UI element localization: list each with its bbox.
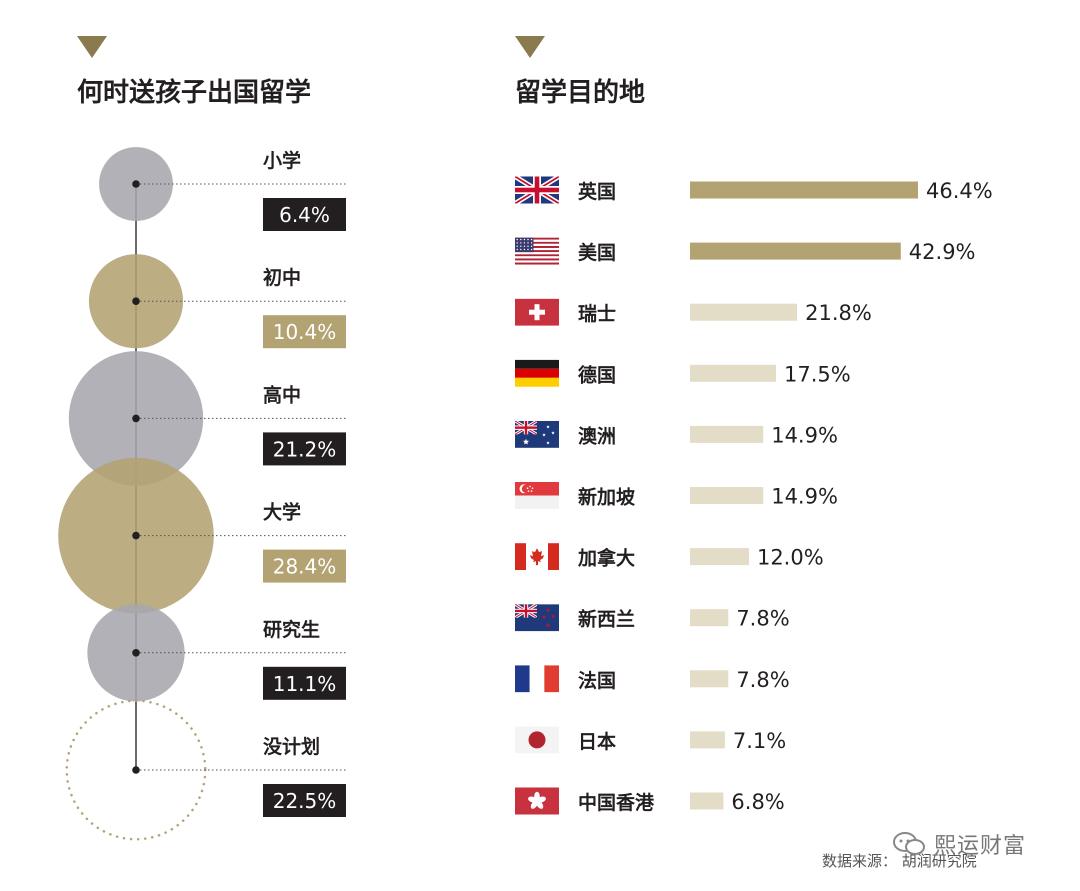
bar [690, 609, 729, 627]
bubble-value-box [263, 549, 346, 583]
bubble-center-dot [132, 766, 140, 774]
bubble-category-label: 小学 [263, 149, 301, 172]
bar-category-label: 澳洲 [578, 424, 616, 447]
bubble-category-label: 初中 [263, 266, 301, 289]
bar [690, 364, 776, 382]
bar-value-label: 6.8% [731, 790, 784, 814]
bubble-center-dot [132, 531, 140, 540]
bar-category-label: 英国 [578, 180, 616, 203]
bubble-value-label: 10.4% [273, 320, 337, 344]
bubble-chart: 小学 6.4% 初中 10.4% 高中 21.2% 大学 28.4% 研究生 11.1% 没计划 22… [58, 147, 346, 841]
bubble-value-box [263, 432, 346, 466]
bubble-value-label: 22.5% [273, 789, 337, 813]
fr-flag-icon [515, 665, 559, 693]
bar-value-label: 7.8% [736, 668, 789, 692]
bar-category-label: 新西兰 [578, 608, 635, 631]
bar [690, 731, 725, 749]
bar [690, 425, 764, 443]
bar-category-label: 德国 [578, 363, 616, 386]
uk-flag-icon [515, 176, 559, 204]
bar-category-label: 加拿大 [577, 547, 635, 570]
bar [690, 548, 749, 566]
left-title-marker-icon [77, 36, 107, 58]
bar-chart: 英国 46.4% 美国 42.9% 瑞士 21.8% 德国 17.5% 澳洲 14.9% 新加坡 14… [515, 176, 993, 815]
bar-value-label: 14.9% [771, 485, 838, 509]
watermark: 熙运财富 [892, 826, 1052, 862]
bar-value-label: 7.8% [736, 607, 789, 631]
hk-flag-icon [515, 787, 559, 815]
bubble-center-dot [132, 297, 140, 306]
source-note: 数据来源： 胡润研究院 [822, 852, 977, 870]
bubble-center-dot [132, 649, 140, 657]
bar-category-label: 美国 [578, 241, 616, 264]
chat-bubble-icon [893, 832, 925, 855]
jp-flag-icon [515, 726, 559, 754]
bubble-category-label: 高中 [263, 383, 301, 406]
sg-flag-icon [515, 482, 559, 509]
au-flag-icon [515, 420, 559, 448]
bubble-value-box [263, 315, 346, 349]
bar-value-label: 12.0% [757, 546, 824, 570]
bar [690, 303, 798, 321]
bubble-center-dot [132, 414, 140, 423]
bar-value-label: 46.4% [926, 179, 993, 203]
bar-value-label: 7.1% [733, 729, 786, 753]
bubble-value-label: 6.4% [279, 203, 330, 227]
right-title-marker-icon [515, 36, 545, 58]
bubble-center-dot [132, 180, 140, 188]
nz-flag-icon [515, 604, 559, 632]
bubble-category-label: 大学 [263, 501, 301, 524]
bar-value-label: 21.8% [805, 301, 872, 325]
ch-flag-icon [515, 298, 559, 326]
left-title: 何时送孩子出国留学 [77, 77, 311, 108]
bubble-value-box [263, 198, 346, 231]
bubble-value-label: 28.4% [273, 555, 337, 579]
bar-category-label: 瑞士 [578, 302, 616, 325]
bubble-category-label: 研究生 [263, 618, 320, 641]
ca-flag-icon [515, 543, 559, 571]
bar-value-label: 14.9% [771, 423, 838, 447]
bar-category-label: 新加坡 [578, 486, 636, 509]
bubble-category-label: 没计划 [263, 735, 320, 758]
bar-category-label: 法国 [578, 669, 616, 692]
right-title: 留学目的地 [515, 77, 645, 108]
bar [690, 670, 729, 688]
bubble-value-label: 11.1% [273, 672, 337, 696]
bar [690, 487, 764, 504]
bar-value-label: 17.5% [784, 362, 851, 386]
bubble-value-label: 21.2% [273, 437, 337, 461]
de-flag-icon [515, 359, 559, 387]
us-flag-icon [515, 237, 559, 265]
bar [690, 242, 901, 260]
bar-category-label: 中国香港 [578, 791, 655, 814]
bar-category-label: 日本 [578, 730, 616, 753]
bar-value-label: 42.9% [909, 240, 976, 264]
watermark-text: 熙运财富 [934, 834, 1027, 859]
bubble-value-box [263, 666, 346, 700]
bubble-value-box [263, 784, 346, 817]
bar [690, 792, 724, 810]
bar [690, 181, 918, 199]
